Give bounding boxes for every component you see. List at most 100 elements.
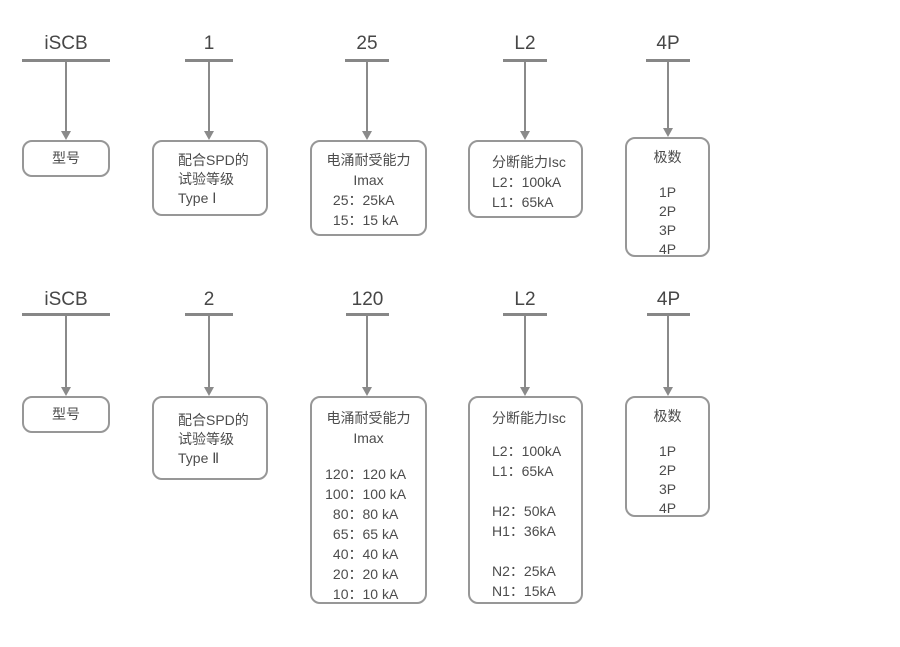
option-value: 120 kA <box>362 466 407 482</box>
imax-option-row: 25： 25kA <box>316 190 421 210</box>
bottom-type-box: 配合SPD的 试验等级 Type Ⅱ <box>152 396 268 480</box>
option-code: 100 <box>325 486 349 502</box>
imax-option-row: 65： 65 kA <box>316 524 421 544</box>
isc-option-row: L2： 100kA <box>492 172 575 192</box>
option-code: 10 <box>332 586 349 602</box>
option-value: 65kA <box>521 194 554 210</box>
top-isc-code: L2 <box>514 33 536 54</box>
option-code: L1 <box>492 194 508 210</box>
colon-separator: ： <box>509 523 524 539</box>
top-imax-subtitle: Imax <box>353 172 384 188</box>
colon-separator: ： <box>348 566 363 582</box>
option-value: 65kA <box>521 463 554 479</box>
bottom-imax-arrow-line <box>366 316 368 387</box>
bottom-isc-box: 分断能力Isc L2： 100kA L1： 65kA H2： 50kA H1： 36kA… <box>468 396 583 604</box>
isc-option-row: L1： 65kA <box>492 461 575 481</box>
colon-separator: ： <box>348 506 363 522</box>
colon-separator: ： <box>348 526 363 542</box>
top-type-underline <box>185 59 233 62</box>
option-value: 40 kA <box>362 546 399 562</box>
option-value: 15kA <box>523 583 556 599</box>
colon-separator: ： <box>509 503 524 519</box>
imax-option-row: 20： 20 kA <box>316 564 421 584</box>
imax-option-row: 10： 10 kA <box>316 584 421 604</box>
top-isc-underline <box>503 59 547 62</box>
option-code: N2 <box>492 563 510 579</box>
option-code: 15 <box>332 212 349 228</box>
imax-option-row: 40： 40 kA <box>316 544 421 564</box>
bottom-poles-underline <box>647 313 690 316</box>
bottom-model-arrow-line <box>65 316 67 387</box>
top-type-code: 1 <box>203 33 215 54</box>
poles-option: 1P <box>658 184 677 200</box>
bottom-imax-subtitle: Imax <box>353 430 384 446</box>
top-poles-title: 极数 <box>653 149 682 165</box>
option-code: H2 <box>492 503 510 519</box>
top-type-line3: Type Ⅰ <box>178 190 217 206</box>
option-code: 40 <box>332 546 349 562</box>
top-model-arrow-line <box>65 62 67 131</box>
colon-separator: ： <box>509 563 524 579</box>
bottom-type-line1: 配合SPD的 <box>178 412 249 428</box>
top-model-code: iSCB <box>44 33 88 54</box>
top-type-line1: 配合SPD的 <box>178 152 249 168</box>
option-value: 50kA <box>523 503 556 519</box>
top-imax-arrow-line <box>366 62 368 131</box>
top-isc-arrow-head-icon <box>520 131 530 140</box>
colon-separator: ： <box>348 466 363 482</box>
poles-option: 4P <box>658 241 677 257</box>
option-value: 80 kA <box>362 506 399 522</box>
bottom-poles-title: 极数 <box>653 408 682 424</box>
isc-option-row: H1： 36kA <box>492 521 575 541</box>
top-poles-underline <box>646 59 690 62</box>
option-code: N1 <box>492 583 510 599</box>
colon-separator: ： <box>509 583 524 599</box>
imax-option-row: 15： 15 kA <box>316 210 421 230</box>
isc-option-row: L2： 100kA <box>492 441 575 461</box>
top-model-box-label: 型号 <box>52 150 80 166</box>
poles-option: 2P <box>658 203 677 219</box>
option-code: 25 <box>332 192 349 208</box>
top-poles-box: 极数 1P 2P 3P 4P <box>625 137 710 257</box>
isc-option-row: N1： 15kA <box>492 581 575 601</box>
top-model-box: 型号 <box>22 140 110 177</box>
option-code: 80 <box>332 506 349 522</box>
option-code: 20 <box>332 566 349 582</box>
bottom-isc-arrow-head-icon <box>520 387 530 396</box>
top-poles-arrow-line <box>667 62 669 128</box>
option-value: 15 kA <box>362 212 399 228</box>
top-type-arrow-line <box>208 62 210 131</box>
option-value: 100kA <box>521 443 562 459</box>
option-code: 65 <box>332 526 349 542</box>
poles-option: 3P <box>658 222 677 238</box>
bottom-type-line2: 试验等级 <box>178 431 234 447</box>
top-type-arrow-head-icon <box>204 131 214 140</box>
bottom-imax-underline <box>346 313 389 316</box>
colon-separator: ： <box>507 174 522 190</box>
bottom-isc-code: L2 <box>514 289 536 310</box>
option-value: 20 kA <box>362 566 399 582</box>
top-model-arrow-head-icon <box>61 131 71 140</box>
bottom-isc-title: 分断能力Isc <box>492 410 566 426</box>
option-value: 65 kA <box>362 526 399 542</box>
top-model-underline <box>22 59 110 62</box>
imax-option-row: 120： 120 kA <box>316 464 421 484</box>
option-value: 36kA <box>523 523 556 539</box>
bottom-poles-box: 极数 1P 2P 3P 4P <box>625 396 710 517</box>
bottom-model-code: iSCB <box>44 289 88 310</box>
option-value: 100 kA <box>362 486 407 502</box>
option-code: H1 <box>492 523 510 539</box>
top-type-box: 配合SPD的 试验等级 Type Ⅰ <box>152 140 268 216</box>
poles-option: 3P <box>658 481 677 497</box>
option-code: L2 <box>492 174 508 190</box>
bottom-type-code: 2 <box>203 289 215 310</box>
bottom-imax-arrow-head-icon <box>362 387 372 396</box>
colon-separator: ： <box>348 546 363 562</box>
colon-separator: ： <box>348 192 363 208</box>
bottom-type-underline <box>185 313 233 316</box>
bottom-type-arrow-head-icon <box>204 387 214 396</box>
bottom-imax-code: 120 <box>351 289 384 310</box>
top-isc-arrow-line <box>524 62 526 131</box>
bottom-model-box: 型号 <box>22 396 110 433</box>
top-imax-arrow-head-icon <box>362 131 372 140</box>
